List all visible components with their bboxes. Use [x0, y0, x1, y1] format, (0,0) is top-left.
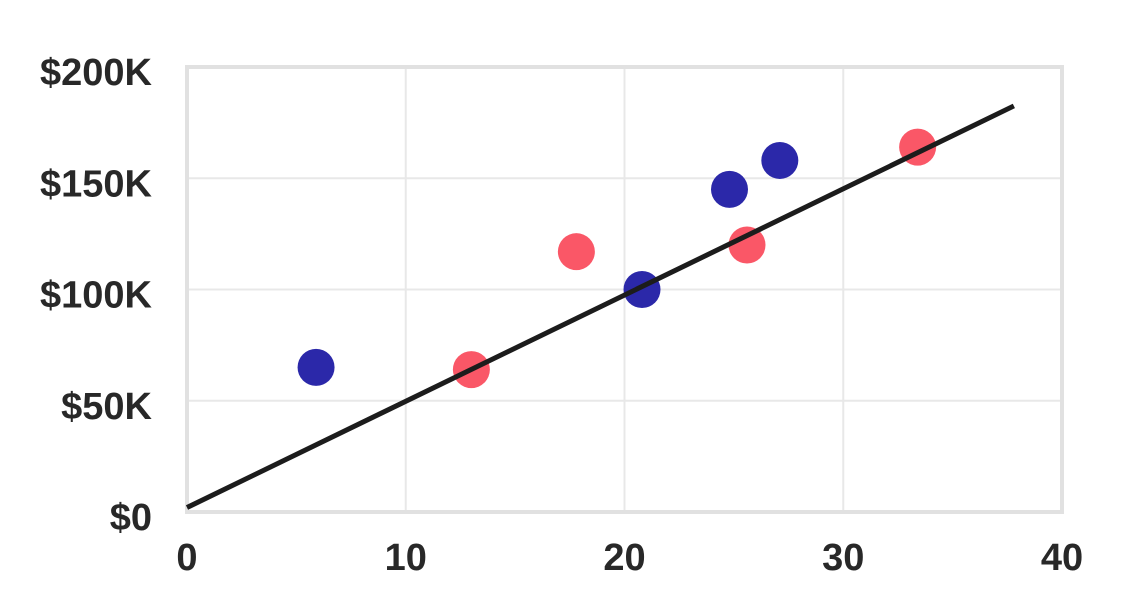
x-axis-tick-label: 30: [822, 537, 864, 579]
data-point-pink-series: [557, 233, 595, 271]
data-point-blue-series: [297, 348, 335, 386]
x-axis-tick-label: 10: [385, 537, 427, 579]
data-point-blue-series: [711, 170, 748, 208]
data-point-pink-series: [728, 226, 766, 264]
y-axis-tick-label: $0: [110, 497, 152, 539]
data-point-blue-series: [761, 141, 799, 179]
x-axis-tick-label: 20: [603, 537, 645, 579]
trend-line: [185, 103, 1015, 510]
y-axis-tick-label: $150K: [40, 163, 153, 205]
y-axis-tick-label: $200K: [40, 52, 153, 94]
y-axis-tick-label: $100K: [40, 275, 153, 317]
x-axis-tick-label: 40: [1041, 537, 1083, 579]
data-point-blue-series: [623, 271, 661, 308]
y-axis-tick-label: $50K: [61, 386, 152, 428]
x-axis-tick-label: 0: [176, 537, 197, 579]
plot-area-border: [185, 65, 1064, 514]
